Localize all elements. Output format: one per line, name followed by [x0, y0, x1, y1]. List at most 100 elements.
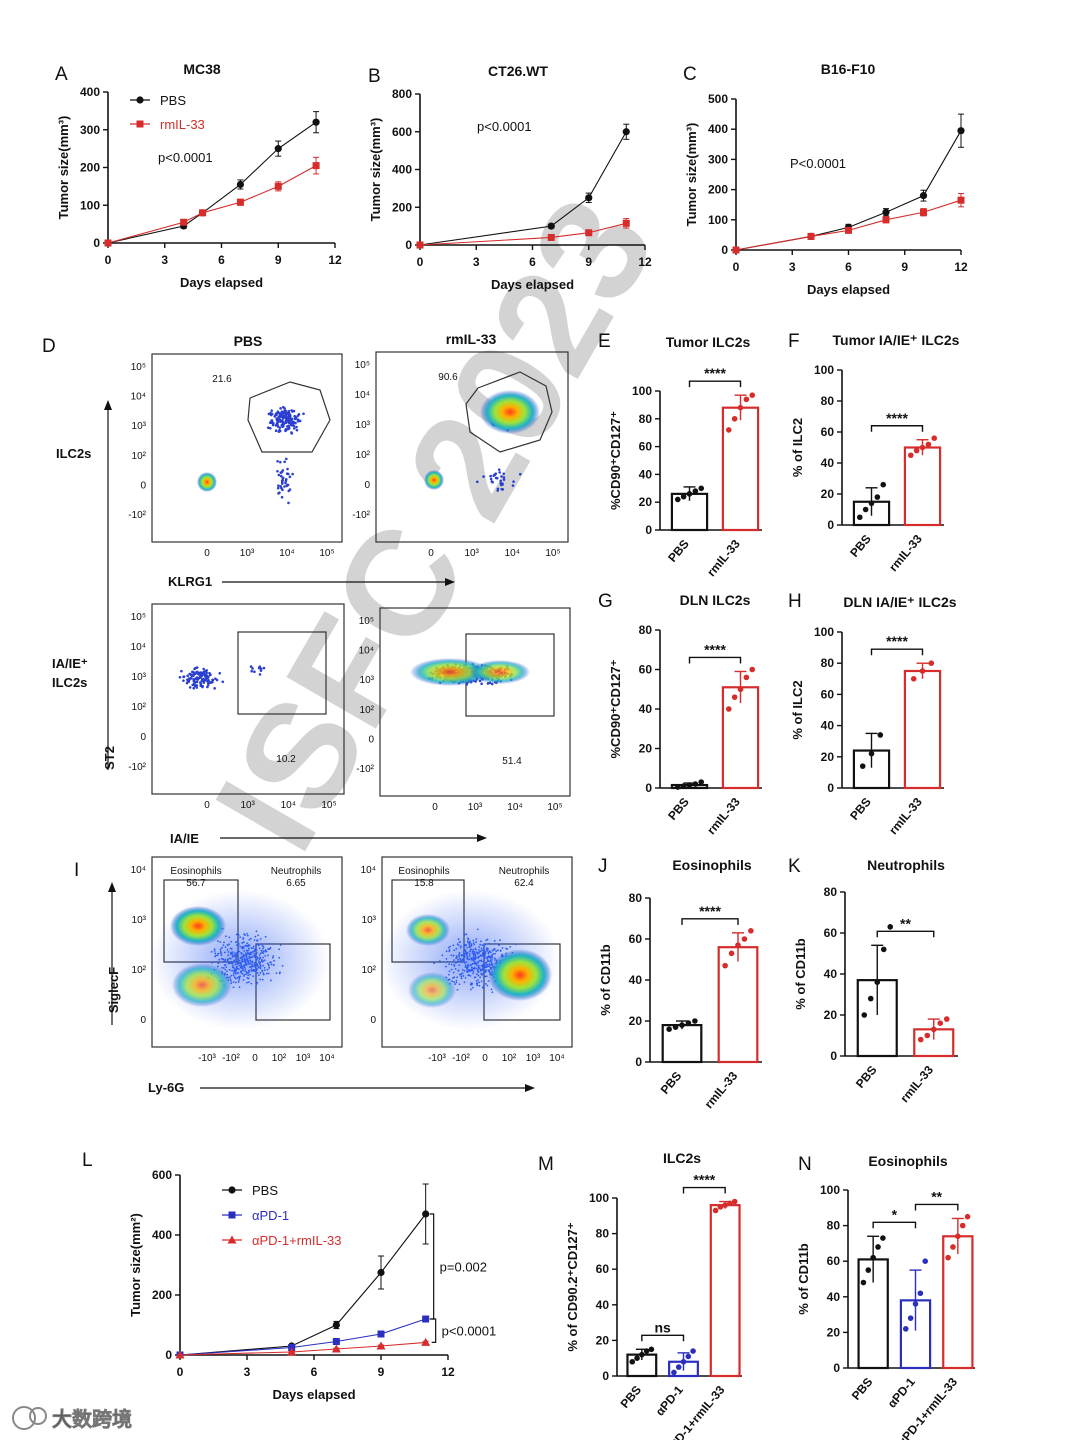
flow-plot-iaie-rmil33-x-tick: 0 [432, 802, 438, 813]
event-dot [482, 960, 485, 963]
event-dot [470, 968, 473, 971]
row-label-ilc2: ILC2s [56, 446, 91, 461]
x-tick-label-M-1: αPD-1 [653, 1383, 686, 1419]
y-tick-label-N: 80 [827, 1219, 841, 1233]
event-dot [280, 479, 284, 483]
event-dot [201, 672, 204, 676]
event-dot [194, 666, 197, 670]
event-dot [235, 951, 238, 954]
event-dot [270, 421, 273, 425]
density-hotspot [488, 949, 552, 1001]
flow-plot-iaie-rmil33-y-tick: 10⁵ [359, 616, 374, 627]
gate-label-eos-pbs: Eosinophils [170, 866, 221, 877]
y-tick-label-B: 200 [392, 200, 412, 214]
event-dot [234, 977, 237, 980]
event-dot [459, 960, 461, 963]
flow-plot-ilc2-pbs-x-tick: 10⁴ [279, 548, 294, 559]
event-dot [472, 939, 475, 942]
data-point-G-1 [743, 674, 750, 681]
chart-B: B CT26.WT 0 200 400 600 800 Tumor size(mm³) 0 3 6 9… [368, 63, 652, 292]
x-axis-label-L: Days elapsed [272, 1387, 355, 1402]
flow-plot-ilc2-rmil33: 10⁵ 10⁴ 10³ 10² 0 -10² 0 10³ 10⁴ 10⁵ 90.6 [352, 351, 569, 559]
event-dot [466, 954, 468, 957]
legend-marker-L-0 [228, 1186, 236, 1194]
y-axis-label-L: Tumor size(mm²) [128, 1213, 143, 1317]
iaie-axis-label: IA/IE [170, 831, 199, 846]
flow-plot-iaie-pbs-y-tick: -10² [128, 762, 146, 773]
event-dot [502, 478, 506, 481]
event-dot [250, 937, 252, 940]
event-dot [459, 957, 461, 960]
flow-plot-iaie-pbs-x-tick: 10⁵ [321, 800, 336, 811]
event-dot [243, 973, 246, 976]
event-dot [458, 973, 461, 976]
event-dot [474, 956, 477, 959]
p-value-B: p<0.0001 [477, 119, 532, 134]
bar-M-2 [709, 1204, 741, 1378]
y-tick-label-E: 40 [639, 467, 653, 481]
event-dot [292, 424, 296, 428]
flow-plot-iaie-pbs-frame [151, 603, 345, 795]
data-point-F-0 [856, 514, 863, 521]
flow-plot-gran-rmil33-x-tick: 0 [482, 1053, 488, 1064]
event-dot [459, 946, 462, 949]
data-point-M-0 [643, 1348, 650, 1354]
ly6g-arrowhead [525, 1084, 535, 1092]
event-dot [247, 971, 250, 973]
event-dot [490, 988, 493, 991]
data-point-M-2 [731, 1198, 738, 1205]
x-tick-label-B: 12 [638, 255, 652, 269]
event-dot [458, 983, 461, 986]
event-dot [255, 949, 258, 952]
data-point-E-0 [698, 485, 705, 492]
panel-letter-D: D [42, 336, 56, 357]
x-axis-label-B: Days elapsed [491, 277, 574, 292]
gate-percent-iaie-pbs: 10.2 [276, 754, 296, 765]
event-dot [261, 944, 264, 947]
event-dot [222, 944, 225, 947]
event-dot [248, 944, 251, 947]
event-dot [445, 950, 448, 953]
event-dot [475, 941, 477, 943]
event-dot [498, 944, 500, 947]
event-dot [256, 981, 259, 984]
event-dot [238, 959, 241, 962]
x-tick-label-L: 0 [177, 1365, 184, 1379]
data-point-N-0 [875, 1244, 881, 1250]
event-dot [250, 968, 253, 971]
data-point-M-1 [671, 1369, 677, 1376]
data-point-L-2 [376, 1341, 386, 1350]
data-point-N-2 [964, 1213, 971, 1220]
chart-C: C B16-F10 0 100 200 300 400 500 Tumor size(mm³) 0… [683, 61, 968, 297]
flow-plot-gran-pbs-x-tick: 10⁴ [319, 1053, 334, 1064]
flow-plot-iaie-pbs-x-tick: 10³ [240, 800, 255, 811]
data-point-F-1 [913, 447, 920, 454]
event-dot [478, 981, 481, 984]
event-dot [489, 474, 492, 478]
data-point-C-1 [732, 246, 740, 254]
data-point-B-1 [416, 241, 424, 249]
event-dot [253, 962, 256, 964]
data-point-M-1 [690, 1348, 696, 1354]
event-dot [228, 968, 231, 971]
event-dot [471, 952, 474, 955]
data-point-M-2 [717, 1204, 724, 1210]
st2-axis-label: ST2 [102, 746, 117, 770]
data-point-L-1 [332, 1338, 340, 1345]
event-dot [223, 951, 226, 954]
event-dot [243, 965, 246, 968]
event-dot [287, 501, 290, 505]
event-dot [512, 480, 515, 483]
event-dot [239, 945, 242, 948]
event-dot [478, 951, 481, 953]
event-dot [260, 949, 263, 952]
y-tick-label-G: 0 [645, 781, 652, 795]
event-dot [283, 485, 286, 488]
event-dot [240, 971, 242, 974]
event-dot [237, 948, 240, 950]
event-dot [221, 966, 223, 969]
flow-plot-gran-rmil33-y-tick: 10³ [362, 915, 377, 926]
data-point-C-1 [882, 216, 890, 224]
event-dot [467, 937, 469, 940]
event-dot [456, 976, 459, 979]
